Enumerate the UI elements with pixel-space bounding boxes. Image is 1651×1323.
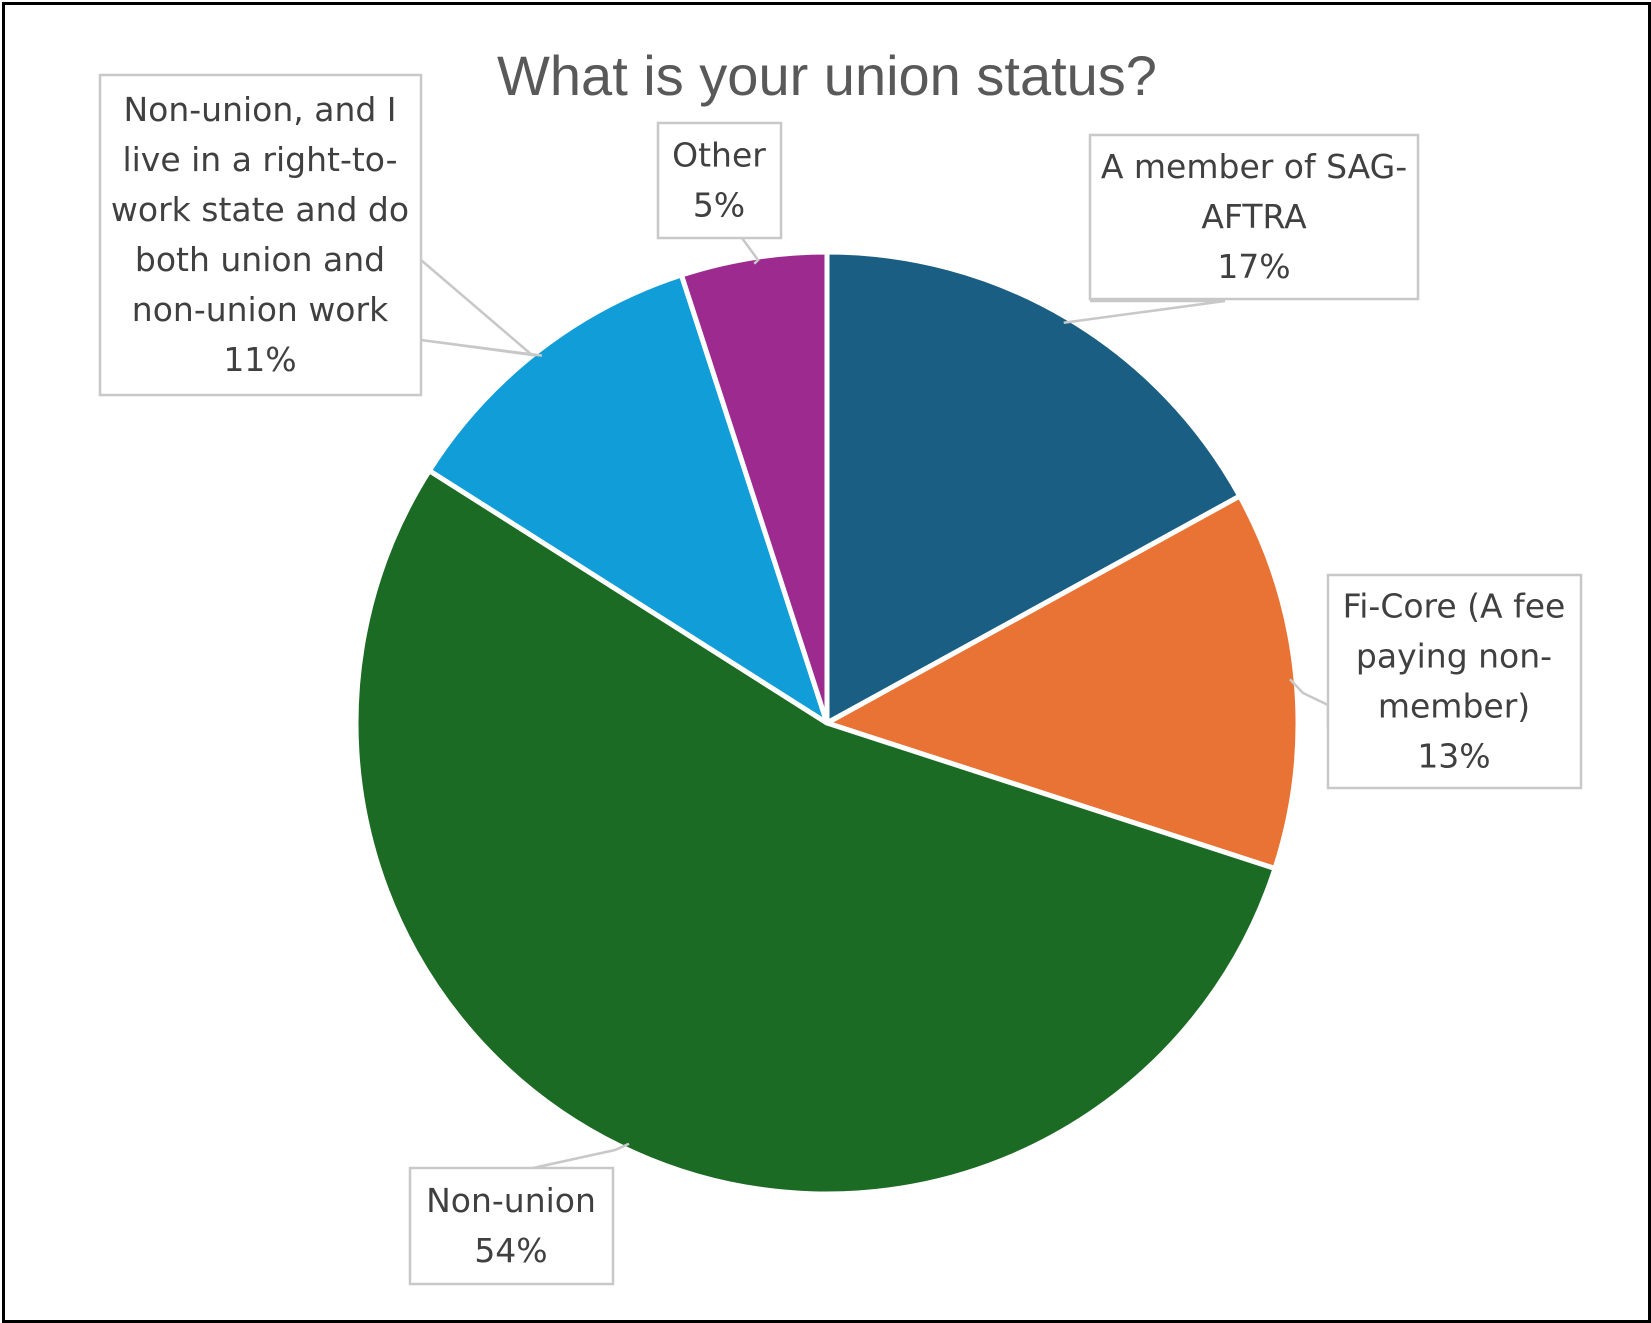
slice-non-union-and-i-live-in-a-right-to-work-state-and-do-both-union-and-non-union-work bbox=[426, 272, 830, 726]
callout-box-non-union bbox=[408, 1166, 615, 1286]
pie-chart: What is your union status? A member of S… bbox=[98, 44, 1583, 1286]
data-label-text-non-union-and-i-live-in-a-right-to-work-state-and-do-both-union-and-non-union-work: Non-union, and I bbox=[123, 90, 396, 129]
data-label-text-non-union-and-i-live-in-a-right-to-work-state-and-do-both-union-and-non-union-work: both union and bbox=[135, 240, 385, 279]
data-label-value-fi-core-a-fee-paying-non-member: 13% bbox=[1417, 737, 1490, 776]
pie-slices bbox=[353, 249, 1301, 1197]
data-label-value-other: 5% bbox=[693, 186, 745, 225]
slice-a-member-of-sag-aftra bbox=[824, 249, 1243, 726]
data-label-text-non-union-and-i-live-in-a-right-to-work-state-and-do-both-union-and-non-union-work: live in a right-to- bbox=[122, 140, 397, 179]
leader-line-non-union-and-i-live-in-a-right-to-work-state-and-do-both-union-and-non-union-work bbox=[420, 259, 543, 357]
data-label-text-non-union-and-i-live-in-a-right-to-work-state-and-do-both-union-and-non-union-work: non-union work bbox=[132, 290, 389, 329]
data-label-value-non-union: 54% bbox=[474, 1231, 547, 1270]
slice-other bbox=[678, 249, 830, 726]
leader-line-other bbox=[740, 237, 760, 265]
data-label-text-non-union: Non-union bbox=[426, 1181, 596, 1220]
callout-box-other bbox=[656, 121, 783, 240]
data-label-value-a-member-of-sag-aftra: 17% bbox=[1217, 247, 1290, 286]
callout-box-a-member-of-sag-aftra bbox=[1088, 133, 1420, 301]
callout-box-fi-core-a-fee-paying-non-member bbox=[1326, 573, 1583, 790]
leader-line-non-union bbox=[532, 1142, 630, 1170]
data-label-text-fi-core-a-fee-paying-non-member: member) bbox=[1378, 687, 1530, 726]
slice-non-union bbox=[353, 468, 1278, 1197]
data-label-text-fi-core-a-fee-paying-non-member: paying non- bbox=[1356, 637, 1552, 676]
data-label-text-fi-core-a-fee-paying-non-member: Fi-Core (A fee bbox=[1343, 587, 1566, 626]
data-label-text-non-union-and-i-live-in-a-right-to-work-state-and-do-both-union-and-non-union-work: work state and do bbox=[111, 190, 409, 229]
callout-box-non-union-and-i-live-in-a-right-to-work-state-and-do-both-union-and-non-union-work bbox=[98, 73, 423, 397]
chart-title: What is your union status? bbox=[497, 44, 1157, 107]
data-label-text-a-member-of-sag-aftra: AFTRA bbox=[1201, 197, 1307, 236]
data-label-text-a-member-of-sag-aftra: A member of SAG- bbox=[1101, 147, 1407, 186]
data-label-text-other: Other bbox=[672, 136, 766, 175]
data-label-value-non-union-and-i-live-in-a-right-to-work-state-and-do-both-union-and-non-union-work: 11% bbox=[223, 340, 296, 379]
slice-fi-core-a-fee-paying-non-member bbox=[824, 493, 1301, 872]
leader-line-a-member-of-sag-aftra bbox=[1063, 299, 1226, 324]
data-callouts: A member of SAG- AFTRA 17% Fi-Core (A fee pa… bbox=[98, 73, 1583, 1286]
callout-leaders bbox=[420, 237, 1330, 1170]
